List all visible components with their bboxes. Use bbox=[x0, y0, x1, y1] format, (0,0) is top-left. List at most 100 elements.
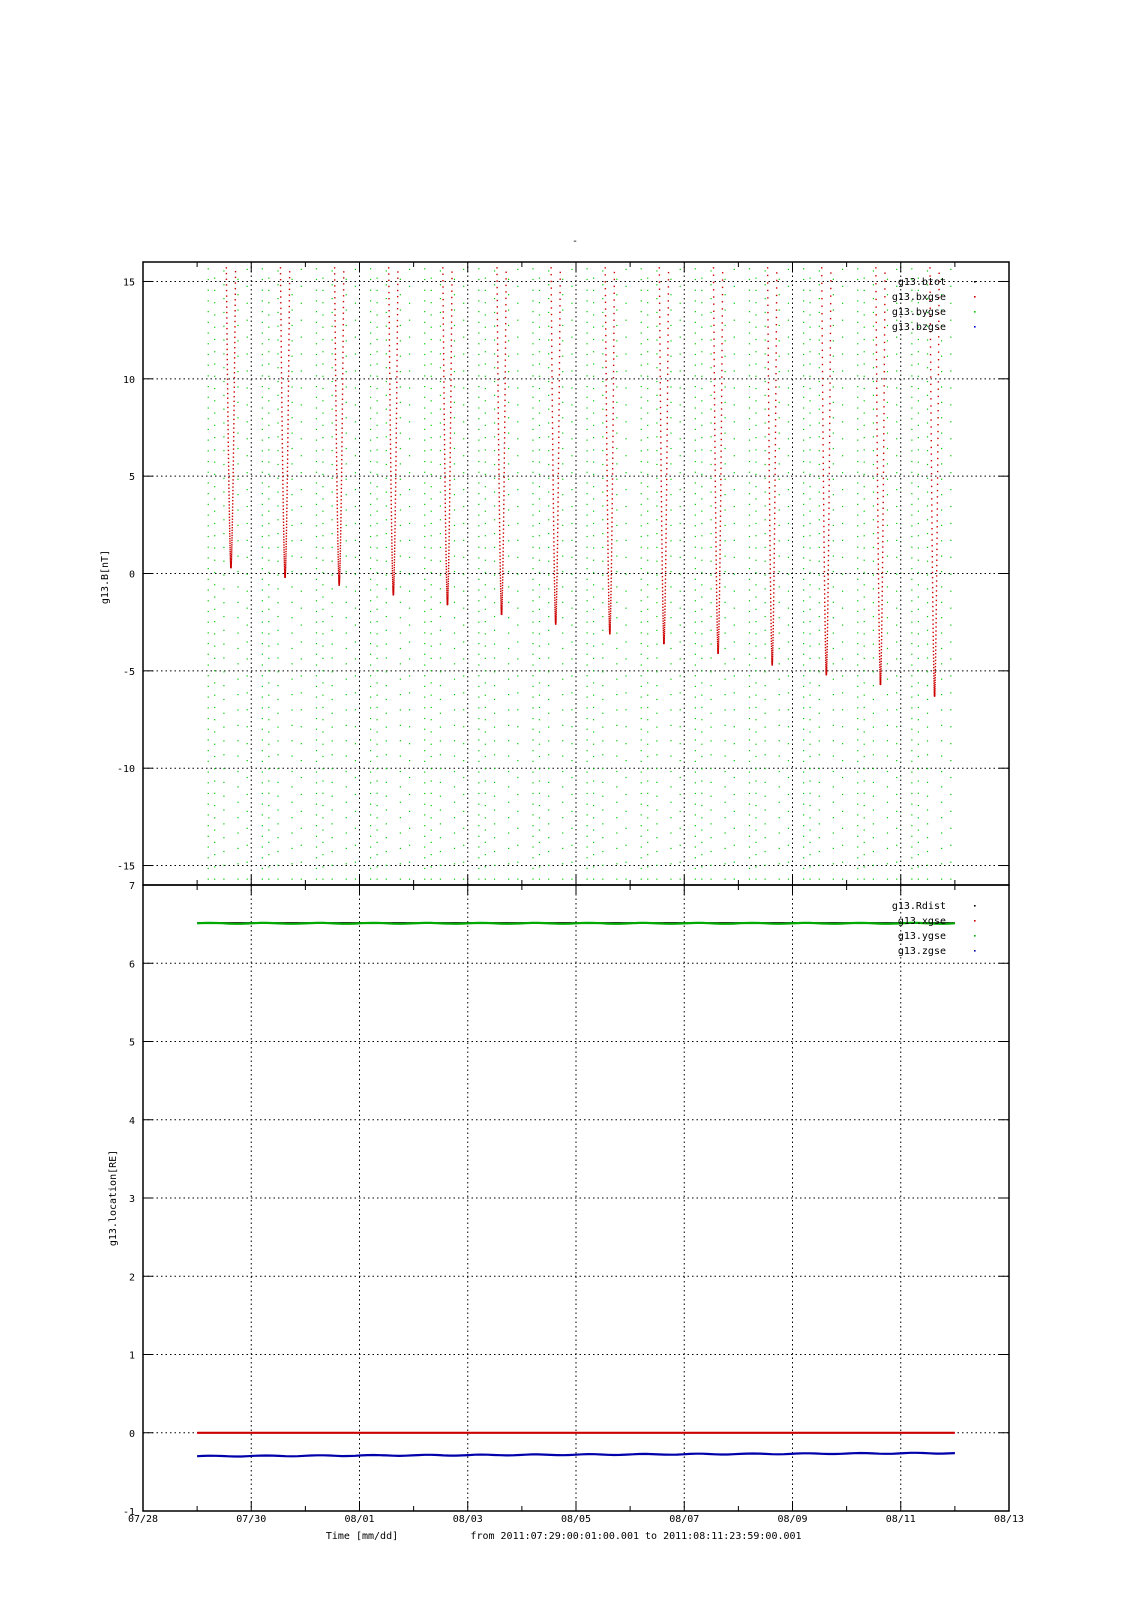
bygse-trace bbox=[616, 278, 618, 880]
x-tick-labels: 07/28 07/30 08/01 08/03 08/05 08/07 08/09 08/11… bbox=[128, 1514, 1024, 1525]
bygse-trace bbox=[517, 268, 519, 880]
p1-ytick-label: 10 bbox=[123, 375, 135, 386]
bxgse-dip bbox=[766, 267, 778, 666]
p1-ylabel: g13.B[nT] bbox=[100, 550, 111, 604]
bygse-trace bbox=[764, 270, 766, 880]
legend-label: g13.bygse bbox=[892, 307, 946, 318]
series-line-g13-zgse bbox=[197, 1451, 955, 1458]
bygse-trace bbox=[354, 268, 357, 880]
bygse-trace bbox=[941, 278, 943, 880]
bygse-trace bbox=[886, 278, 889, 880]
bygse-trace bbox=[430, 277, 432, 880]
bygse-trace bbox=[214, 277, 216, 880]
bygse-trace bbox=[586, 268, 588, 880]
bygse-trace bbox=[548, 270, 550, 880]
bygse-trace bbox=[911, 268, 913, 880]
legend-marker bbox=[974, 296, 976, 298]
legend-label: g13.ygse bbox=[898, 931, 946, 942]
p1-data-marks bbox=[207, 267, 952, 880]
bygse-trace bbox=[694, 268, 696, 880]
bygse-trace bbox=[710, 270, 712, 880]
x-tick-label: 08/03 bbox=[453, 1514, 483, 1525]
bygse-trace bbox=[484, 277, 486, 880]
bygse-trace bbox=[625, 268, 627, 880]
p2-ytick-label: -1 bbox=[123, 1507, 135, 1518]
p2-ytick-label: 4 bbox=[129, 1116, 135, 1127]
legend-marker bbox=[974, 935, 976, 937]
bygse-trace bbox=[223, 270, 225, 880]
p2-gridlines bbox=[143, 885, 1009, 1511]
bxgse-dip bbox=[496, 267, 507, 616]
p2-ytick-label: 3 bbox=[129, 1194, 135, 1205]
bygse-trace bbox=[562, 278, 564, 880]
bygse-trace bbox=[832, 278, 834, 880]
p2-ticks: 7 6 5 4 3 2 1 0 -1 bbox=[123, 881, 1010, 1518]
bygse-trace bbox=[896, 268, 898, 880]
bygse-trace bbox=[950, 268, 952, 880]
legend-label: g13.bzgse bbox=[892, 322, 946, 333]
bygse-trace bbox=[399, 278, 401, 880]
legend-label: g13.btot bbox=[898, 277, 946, 288]
bxgse-dip bbox=[821, 267, 832, 676]
bygse-trace bbox=[291, 278, 293, 880]
p1-ytick-label: 15 bbox=[123, 277, 135, 288]
bygse-trace bbox=[322, 277, 324, 880]
legend-marker bbox=[974, 281, 976, 283]
bygse-trace bbox=[802, 268, 805, 880]
legend-marker bbox=[974, 905, 976, 907]
bygse-trace bbox=[841, 268, 844, 880]
bxgse-dip bbox=[929, 267, 940, 697]
p1-ytick-label: -15 bbox=[117, 862, 135, 873]
legend-marker bbox=[974, 311, 976, 313]
p2-data-marks bbox=[197, 921, 955, 1458]
bygse-trace bbox=[571, 268, 573, 880]
legend-marker bbox=[974, 920, 976, 922]
bygse-trace bbox=[778, 278, 780, 880]
bygse-trace bbox=[453, 278, 456, 880]
time-range-text: from 2011:07:29:00:01:00.001 to 2011:08:… bbox=[470, 1531, 801, 1542]
bygse-trace bbox=[478, 268, 480, 880]
x-tick-label: 07/28 bbox=[128, 1514, 158, 1525]
bygse-trace bbox=[701, 277, 703, 880]
bygse-trace bbox=[408, 268, 411, 880]
bygse-trace bbox=[376, 277, 378, 880]
p1-ytick-label: -5 bbox=[123, 667, 135, 678]
p2-ylabel: g13.location[RE] bbox=[108, 1150, 119, 1246]
bygse-trace bbox=[647, 277, 649, 880]
legend-label: g13.Rdist bbox=[892, 901, 946, 912]
legend-marker bbox=[974, 326, 976, 328]
bygse-trace bbox=[439, 270, 442, 880]
bygse-trace bbox=[261, 268, 263, 880]
bygse-trace bbox=[532, 268, 534, 880]
bygse-trace bbox=[755, 277, 757, 880]
bygse-trace bbox=[268, 277, 270, 880]
legend-label: g13.xgse bbox=[898, 916, 946, 927]
bygse-trace bbox=[300, 268, 302, 880]
bxgse-dip bbox=[333, 267, 345, 586]
legend-marker bbox=[974, 950, 976, 952]
bygse-trace bbox=[656, 270, 658, 880]
x-tick-label: 08/13 bbox=[994, 1514, 1024, 1525]
x-tick-label: 08/05 bbox=[561, 1514, 591, 1525]
p2-ytick-label: 1 bbox=[129, 1351, 135, 1362]
bxgse-dip bbox=[279, 267, 291, 579]
bygse-trace bbox=[592, 277, 595, 880]
bygse-trace bbox=[424, 268, 426, 880]
bygse-trace bbox=[277, 270, 279, 880]
bxgse-dip bbox=[604, 267, 616, 635]
bygse-trace bbox=[733, 268, 735, 880]
x-tick-label: 08/09 bbox=[777, 1514, 807, 1525]
x-axis-label: Time [mm/dd] bbox=[326, 1531, 398, 1542]
bygse-trace bbox=[679, 268, 681, 880]
bygse-trace bbox=[809, 277, 811, 880]
bygse-trace bbox=[207, 268, 209, 880]
bygse-trace bbox=[917, 277, 919, 880]
bygse-trace bbox=[872, 270, 875, 880]
bxgse-dip bbox=[550, 267, 561, 625]
bxgse-dip bbox=[388, 267, 399, 596]
bygse-trace bbox=[331, 270, 333, 880]
bygse-trace bbox=[385, 270, 387, 880]
bygse-trace bbox=[345, 278, 347, 880]
